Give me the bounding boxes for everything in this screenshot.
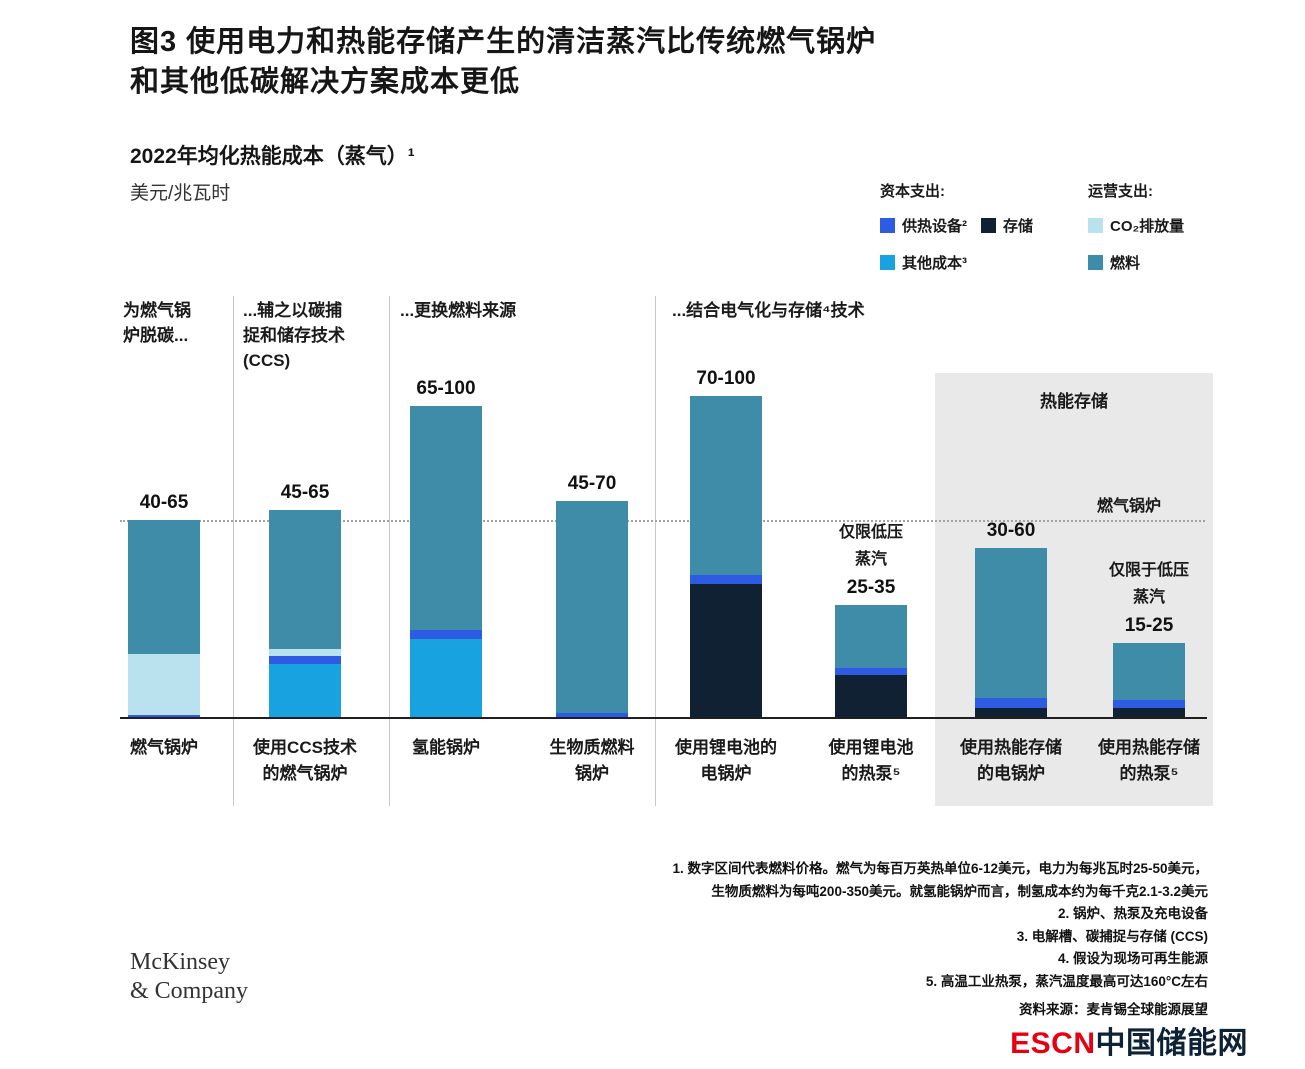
group-header-2: ...辅之以碳捕 捉和储存技术 (CCS) xyxy=(243,301,345,370)
group-header-3: ...更换燃料来源 xyxy=(400,301,517,320)
bar-5-value-label: 70-100 xyxy=(696,368,756,389)
footnote-line-1: 1. 数字区间代表燃料价格。燃气为每百万英热单位6-12美元，电力为每兆瓦时25… xyxy=(672,861,1208,876)
bar-5-segment-heating_equipment xyxy=(690,574,762,585)
figure-title-line2: 和其他低碳解决方案成本更低 xyxy=(130,66,521,98)
legend-capex-items: 供热设备² 存储其他成本³ xyxy=(880,215,1085,289)
group-divider-2 xyxy=(389,296,390,806)
co2-swatch-icon xyxy=(1088,218,1103,233)
bar-2-segment-heating_equipment xyxy=(269,656,341,664)
storage-swatch-icon xyxy=(981,218,996,233)
footnote-line-2: 生物质燃料为每吨200-350美元。就氢能锅炉而言，制氢成本约为每千克2.1-3… xyxy=(711,883,1208,899)
group-header-4: ...结合电气化与存储⁴技术 xyxy=(672,301,865,320)
x-axis-baseline xyxy=(120,717,1207,719)
bar-7-segment-heating_equipment xyxy=(975,698,1047,708)
mckinsey-logo-line2: & Company xyxy=(130,978,248,1004)
figure-title: 图3 使用电力和热能存储产生的清洁蒸汽比传统燃气锅炉 和其他低碳解决方案成本更低 xyxy=(130,22,876,102)
bar-7-value-label: 30-60 xyxy=(986,520,1036,541)
thermal-storage-label: 热能存储 xyxy=(1040,392,1108,411)
legend-item-co2: CO₂排放量 xyxy=(1088,215,1184,236)
bar-4-segment-heating_equipment xyxy=(556,713,628,719)
bar-5-segment-storage xyxy=(690,584,762,719)
bar-6-note: 仅限低压 蒸汽 xyxy=(838,524,903,568)
bar-2-value-label: 45-65 xyxy=(280,482,330,503)
other_costs-swatch-icon xyxy=(880,255,895,270)
bar-3-category-label: 氢能锅炉 xyxy=(412,738,480,757)
bar-6-segment-fuel xyxy=(835,605,907,668)
bar-7-category-label: 使用热能存储 的电锅炉 xyxy=(960,738,1062,783)
reference-line-label: 燃气锅炉 xyxy=(1097,498,1162,515)
legend-opex-items: CO₂排放量 燃料 xyxy=(1088,215,1228,289)
bar-4-value-label: 45-70 xyxy=(567,472,617,494)
legend-item-label: 其他成本³ xyxy=(902,255,967,272)
legend-item-label: 存储 xyxy=(1003,218,1034,235)
figure-title-line1: 图3 使用电力和热能存储产生的清洁蒸汽比传统燃气锅炉 xyxy=(130,26,877,58)
escn-logo-dark: 中国储能网 xyxy=(1095,1027,1248,1060)
group-divider-1 xyxy=(233,296,234,806)
legend-item-other_costs: 其他成本³ xyxy=(880,252,967,273)
source-line: 资料来源：麦肯锡全球能源展望 xyxy=(1019,1002,1208,1017)
group-divider-3 xyxy=(655,296,656,806)
bar-7-segment-fuel xyxy=(975,548,1047,699)
footnote-line-4: 3. 电解槽、碳捕捉与存储 (CCS) xyxy=(1016,928,1208,944)
bar-6-value-label: 25-35 xyxy=(846,577,896,598)
bar-2-segment-fuel xyxy=(269,510,341,649)
bar-8-segment-storage xyxy=(1113,707,1185,719)
bar-8-segment-fuel xyxy=(1113,643,1185,700)
bar-1-value-label: 40-65 xyxy=(139,491,189,513)
bar-4-segment-fuel xyxy=(556,500,628,714)
bar-3-segment-fuel xyxy=(410,405,482,630)
footnote-line-5: 4. 假设为现场可再生能源 xyxy=(1057,951,1208,966)
legend-opex-title: 运营支出: xyxy=(1088,183,1153,200)
bar-2-segment-other_costs xyxy=(269,663,341,719)
bar-6-segment-heating_equipment xyxy=(835,667,907,676)
footnotes: 1. 数字区间代表燃料价格。燃气为每百万英热单位6-12美元，电力为每兆瓦时25… xyxy=(672,858,1208,993)
footnote-line-3: 2. 锅炉、热泵及充电设备 xyxy=(1057,906,1208,921)
bar-2-category-label: 使用CCS技术 的燃气锅炉 xyxy=(253,738,357,783)
bar-1-segment-co2 xyxy=(128,654,200,716)
chart-unit-label: 美元/兆瓦时 xyxy=(130,183,231,204)
legend-opex: 运营支出: CO₂排放量 燃料 xyxy=(1088,180,1228,289)
legend-item-fuel: 燃料 xyxy=(1088,252,1140,273)
gas-boiler-reference-line xyxy=(120,520,1205,522)
bar-8-segment-heating_equipment xyxy=(1113,700,1185,708)
legend-capex: 资本支出: 供热设备² 存储其他成本³ xyxy=(880,180,1085,289)
bar-4-category-label: 生物质燃料 锅炉 xyxy=(549,738,635,783)
group-header-1: 为燃气锅 炉脱碳... xyxy=(123,301,191,345)
chart-subtitle: 2022年均化热能成本（蒸气）¹ xyxy=(130,145,415,168)
legend-item-label: 燃料 xyxy=(1110,255,1141,272)
footnote-line-6: 5. 高温工业热泵，蒸汽温度最高可达160°C左右 xyxy=(925,973,1208,989)
escn-logo-red: ESCN xyxy=(1010,1027,1096,1060)
fuel-swatch-icon xyxy=(1088,255,1103,270)
bar-1-segment-fuel xyxy=(128,519,200,655)
bar-1-category-label: 燃气锅炉 xyxy=(130,738,198,757)
mckinsey-logo-line1: McKinsey xyxy=(130,949,230,975)
bar-8-note: 仅限于低压 蒸汽 xyxy=(1108,562,1189,606)
bar-5-segment-fuel xyxy=(690,396,762,575)
heating_equipment-swatch-icon xyxy=(880,218,895,233)
bar-6-category-label: 使用锂电池 的热泵⁵ xyxy=(828,738,914,783)
bar-6-segment-storage xyxy=(835,675,907,719)
bar-8-category-label: 使用热能存储 的热泵⁵ xyxy=(1098,738,1200,783)
bar-3-segment-heating_equipment xyxy=(410,629,482,640)
legend-item-label: CO₂排放量 xyxy=(1110,218,1185,235)
bar-3-segment-other_costs xyxy=(410,639,482,719)
bar-8-value-label: 15-25 xyxy=(1124,615,1174,636)
legend-item-label: 供热设备² xyxy=(902,218,967,235)
legend-item-storage: 存储 xyxy=(981,215,1033,236)
bar-3-value-label: 65-100 xyxy=(416,377,476,399)
bar-7-segment-storage xyxy=(975,707,1047,719)
legend-item-heating_equipment: 供热设备² xyxy=(880,215,967,236)
mckinsey-logo: McKinsey & Company xyxy=(130,948,248,1006)
escn-logo: ESCN中国储能网 xyxy=(1010,1018,1248,1062)
legend-capex-title: 资本支出: xyxy=(880,183,945,200)
bar-5-category-label: 使用锂电池的 电锅炉 xyxy=(675,738,777,783)
bar-2-segment-co2 xyxy=(269,648,341,657)
